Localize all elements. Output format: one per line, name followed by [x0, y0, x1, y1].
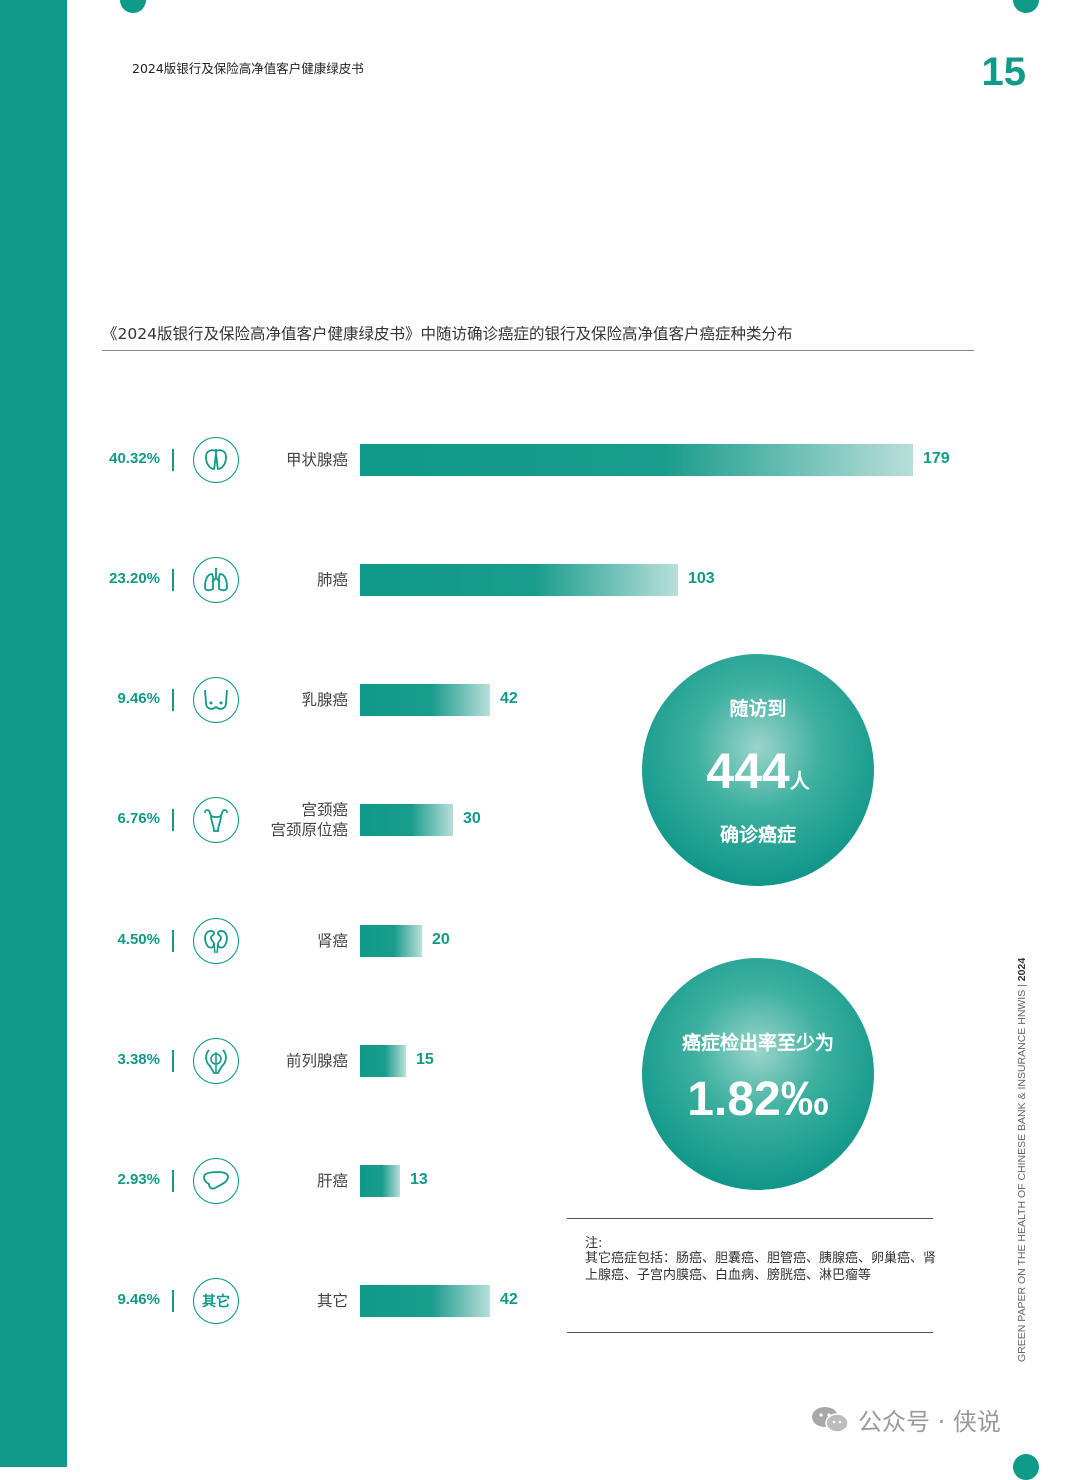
- header-title: 2024版银行及保险高净值客户健康绿皮书: [132, 61, 364, 76]
- category-label: 肾癌: [316, 932, 348, 950]
- wechat-icon: [812, 1406, 849, 1433]
- bar: [360, 925, 422, 957]
- value-label: 15: [416, 1051, 434, 1068]
- value-label: 30: [463, 810, 481, 827]
- followup-top-text: 随访到: [729, 698, 787, 720]
- page-number: 15: [981, 50, 1027, 94]
- bar: [360, 804, 453, 836]
- value-label: 103: [688, 570, 715, 587]
- chart-row: 9.46% 其它 其它 42: [0, 1273, 1000, 1333]
- percentage-label: 3.38%: [117, 1051, 160, 1068]
- value-label: 13: [410, 1171, 428, 1188]
- bottom-decor-dot: [1013, 1454, 1039, 1480]
- row-divider: [172, 1170, 174, 1192]
- followup-bottom-text: 确诊癌症: [719, 824, 796, 846]
- category-label: 前列腺癌: [285, 1052, 348, 1070]
- chart-title: 《2024版银行及保险高净值客户健康绿皮书》中随访确诊癌症的银行及保险高净值客户…: [102, 325, 793, 343]
- row-divider: [172, 569, 174, 591]
- note-heading: 注:: [585, 1236, 603, 1251]
- value-label: 42: [500, 1291, 518, 1308]
- kidneys-icon: [193, 918, 239, 964]
- chart-row: 4.50% 肾癌 20: [0, 913, 1000, 973]
- top-decor-dot: [120, 0, 146, 13]
- prostate-icon: [193, 1038, 239, 1084]
- value-label: 179: [923, 450, 950, 467]
- category-label: 肝癌: [316, 1172, 348, 1190]
- chart-row: 9.46% 乳腺癌 42: [0, 672, 1000, 732]
- chart-row: 23.20% 肺癌 103: [0, 552, 1000, 612]
- percentage-label: 2.93%: [117, 1171, 160, 1188]
- watermark: 公众号 · 侠说: [810, 1402, 1001, 1437]
- value-label: 20: [432, 931, 450, 948]
- row-divider: [172, 449, 174, 471]
- breast-icon: [193, 677, 239, 723]
- percentage-label: 6.76%: [117, 810, 160, 827]
- category-label: 宫颈癌 宫颈原位癌: [270, 801, 348, 839]
- note-top-rule: [567, 1218, 933, 1219]
- category-label: 甲状腺癌: [285, 451, 348, 469]
- row-divider: [172, 1050, 174, 1072]
- left-accent-bar: [0, 0, 67, 1467]
- detection-rate-circle: 癌症检出率至少为 1.82‰: [642, 958, 874, 1190]
- liver-icon: [193, 1158, 239, 1204]
- row-divider: [172, 809, 174, 831]
- chart-row: 2.93% 肝癌 13: [0, 1153, 1000, 1213]
- title-divider: [102, 350, 974, 351]
- thyroid-icon: [193, 437, 239, 483]
- bar: [360, 1165, 400, 1197]
- percentage-label: 9.46%: [117, 1291, 160, 1308]
- category-label: 其它: [316, 1292, 348, 1310]
- note-bottom-rule: [567, 1332, 933, 1333]
- followup-number: 444人: [706, 743, 810, 799]
- percentage-label: 40.32%: [109, 450, 160, 467]
- note-body: 其它癌症包括：肠癌、胆囊癌、胆管癌、胰腺癌、卵巢癌、肾上腺癌、子宫内膜癌、白血病…: [585, 1251, 937, 1283]
- bar: [360, 1285, 490, 1317]
- lungs-icon: [193, 557, 239, 603]
- top-decor-dot: [1013, 0, 1039, 13]
- category-label: 乳腺癌: [301, 691, 348, 709]
- vertical-side-caption: GREEN PAPER ON THE HEALTH OF CHINESE BAN…: [1016, 957, 1028, 1362]
- detection-rate-label: 癌症检出率至少为: [681, 1032, 834, 1054]
- percentage-label: 9.46%: [117, 690, 160, 707]
- other-icon: 其它: [193, 1278, 239, 1324]
- row-divider: [172, 1290, 174, 1312]
- followup-circle: 随访到 444人 确诊癌症: [642, 654, 874, 886]
- chart-row: 40.32% 甲状腺癌 179: [0, 432, 1000, 492]
- category-label: 肺癌: [316, 571, 348, 589]
- chart-row: 6.76% 宫颈癌 宫颈原位癌 30: [0, 792, 1000, 852]
- bar: [360, 444, 913, 476]
- bar: [360, 1045, 406, 1077]
- row-divider: [172, 689, 174, 711]
- percentage-label: 4.50%: [117, 931, 160, 948]
- detection-rate-value: 1.82‰: [687, 1073, 829, 1126]
- row-divider: [172, 930, 174, 952]
- bar: [360, 684, 490, 716]
- bar: [360, 564, 678, 596]
- watermark-text: 公众号 · 侠说: [858, 1408, 1001, 1436]
- uterus-icon: [193, 797, 239, 843]
- value-label: 42: [500, 690, 518, 707]
- percentage-label: 23.20%: [109, 570, 160, 587]
- chart-row: 3.38% 前列腺癌 15: [0, 1033, 1000, 1093]
